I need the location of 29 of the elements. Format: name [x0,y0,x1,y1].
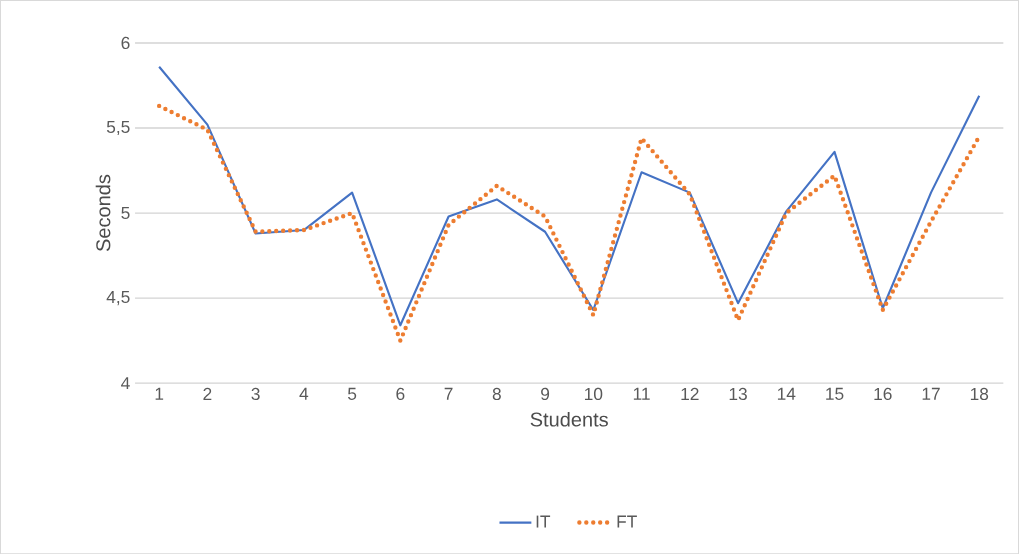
legend-label: IT [536,515,551,528]
x-tick-label: 10 [584,387,603,401]
legend-label: FT [617,515,637,528]
x-tick-label: 4 [299,387,309,400]
x-tick-label: 11 [633,387,650,400]
x-tick-label: 2 [203,387,212,400]
x-tick-label: 14 [777,387,796,400]
x-tick-label: 15 [826,387,844,400]
line-series [158,65,981,327]
y-tick-label: 4,5 [106,290,130,306]
y-tick-label: 6 [121,36,130,50]
x-tick-label: 6 [396,387,405,401]
line-series [156,103,982,343]
x-tick-label: 9 [541,387,550,401]
x-tick-label: 7 [444,387,453,400]
x-axis-title: Students [530,411,608,427]
x-tick-label: 5 [347,387,357,400]
y-tick-label: 5 [121,206,130,220]
y-tick-label: 5,5 [106,120,130,136]
x-tick-label: 13 [729,387,747,401]
x-tick-label: 18 [970,387,989,401]
x-tick-label: 3 [251,387,260,401]
x-tick-label: 12 [681,387,699,400]
x-tick-label: 17 [922,387,940,400]
y-tick-label: 4 [121,377,130,390]
x-tick-label: 8 [492,387,501,401]
x-tick-label: 1 [155,387,164,400]
y-axis-title: Seconds [95,174,111,252]
x-tick-label: 16 [874,387,892,401]
